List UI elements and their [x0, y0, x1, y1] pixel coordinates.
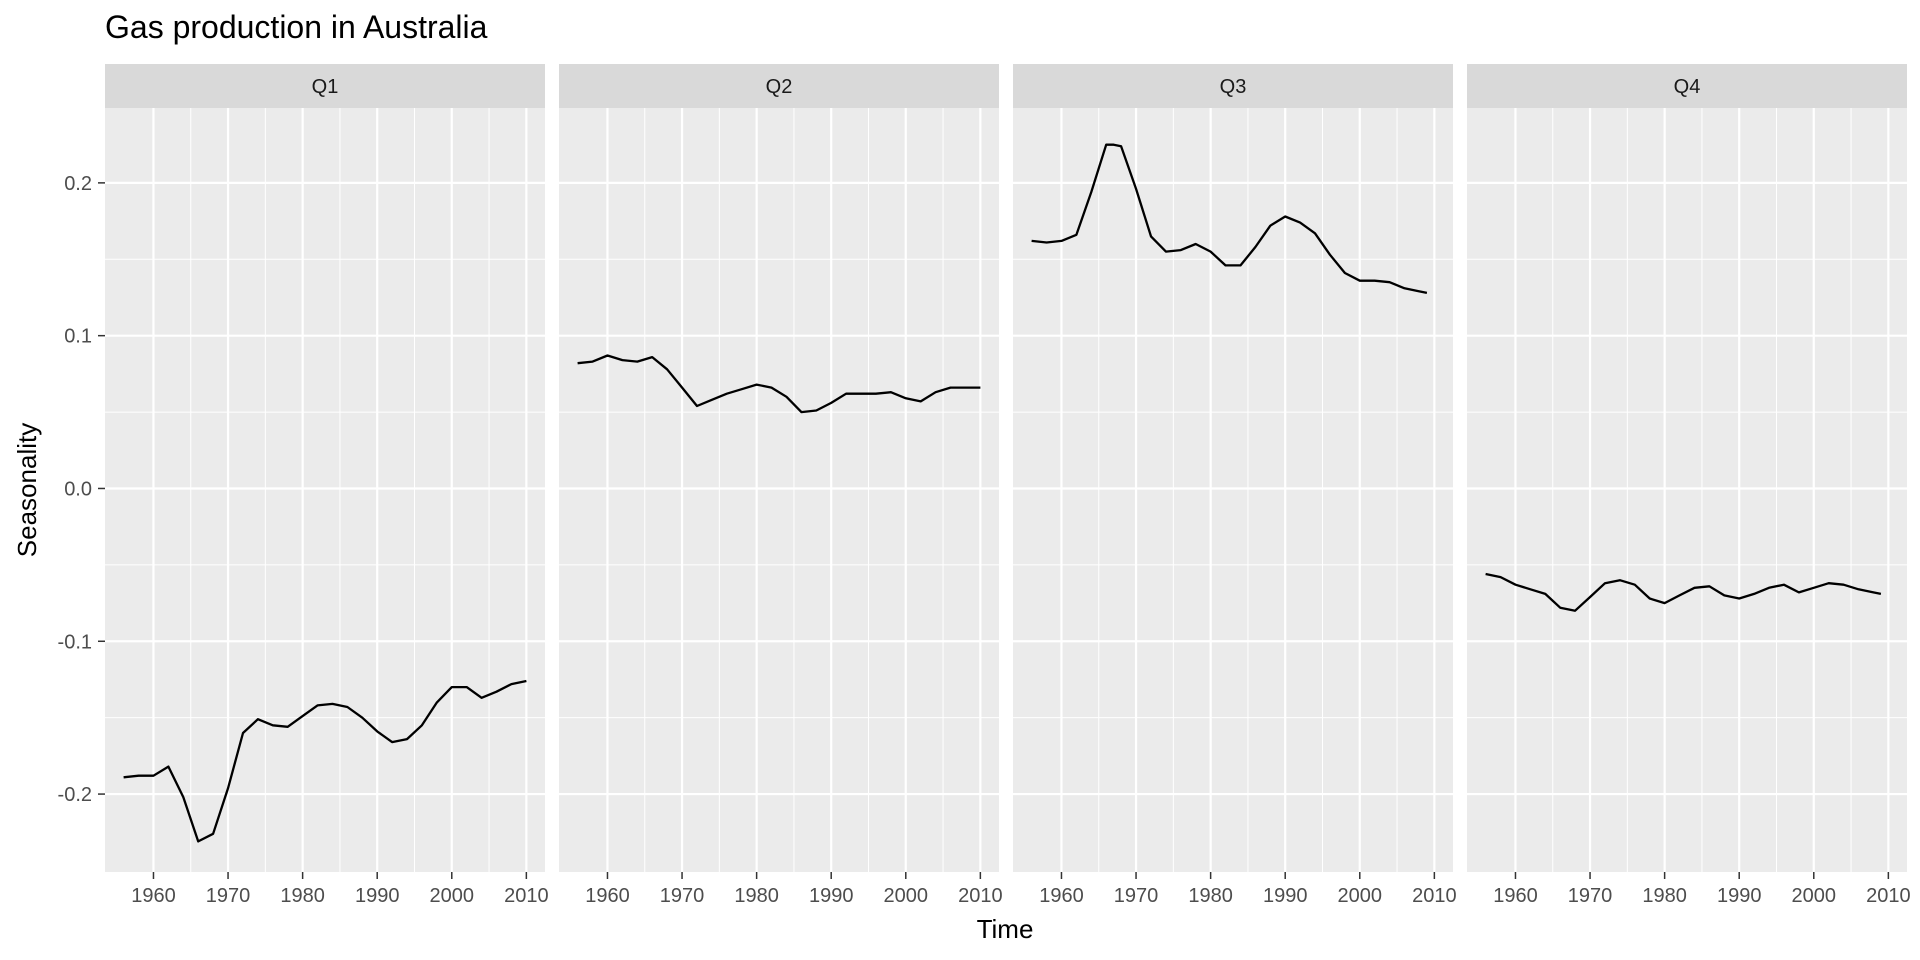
x-tick-label: 2010: [958, 885, 1003, 907]
facet-strip: [105, 64, 545, 108]
x-tick-label: 1960: [1493, 885, 1538, 907]
y-tick-label: 0.2: [64, 173, 92, 195]
panel-background: [1013, 108, 1453, 872]
x-tick-label: 1970: [660, 885, 705, 907]
series-line-q4: [1485, 572, 1882, 612]
x-tick-label: 1990: [1717, 885, 1762, 907]
x-tick-label: 2000: [884, 885, 929, 907]
panel-background: [559, 108, 999, 872]
y-tick-label: 0.1: [64, 326, 92, 348]
series-line-q3: [1031, 143, 1428, 295]
facet-strip-label: Q2: [766, 76, 793, 98]
facet-strip: [1467, 64, 1907, 108]
x-tick-label: 1980: [280, 885, 325, 907]
panel-background: [1467, 108, 1907, 872]
facet-strip-label: Q3: [1220, 76, 1247, 98]
facet-q3: Q3 1960 1970 1980 1990 2000 2010: [1013, 64, 1457, 907]
facet-strip-label: Q4: [1674, 76, 1701, 98]
y-tick-label: -0.1: [58, 631, 92, 653]
y-tick-label: 0.0: [64, 478, 92, 500]
x-tick-label: 1970: [206, 885, 251, 907]
x-tick-label: 1960: [1039, 885, 1084, 907]
facet-strip-label: Q1: [312, 76, 339, 98]
facet-strip: [1013, 64, 1453, 108]
x-tick-label: 1990: [809, 885, 854, 907]
chart-title: Gas production in Australia: [105, 9, 488, 45]
x-tick-label: 1980: [1188, 885, 1233, 907]
facet-strip: [559, 64, 999, 108]
facet-panels: Q1 1960 1970 1980 1990 2000 2010 Q2 1960 1970 1980…: [105, 64, 1911, 907]
x-tick-label: 1980: [734, 885, 779, 907]
y-axis: -0.2 -0.1 0.0 0.1 0.2: [58, 173, 105, 806]
x-tick-label: 1970: [1568, 885, 1613, 907]
x-tick-label: 1980: [1642, 885, 1687, 907]
x-tick-label: 2000: [1792, 885, 1837, 907]
y-tick-label: -0.2: [58, 784, 92, 806]
series-line-q1: [123, 679, 527, 843]
facet-q1: Q1 1960 1970 1980 1990 2000 2010: [105, 64, 549, 907]
x-tick-label: 2010: [1866, 885, 1911, 907]
series-line-q2: [577, 354, 981, 414]
facet-q4: Q4 1960 1970 1980 1990 2000 2010: [1467, 64, 1911, 907]
x-tick-label: 2000: [430, 885, 475, 907]
x-tick-label: 2000: [1338, 885, 1383, 907]
x-tick-label: 1960: [131, 885, 176, 907]
x-tick-label: 1990: [355, 885, 400, 907]
panel-background: [105, 108, 545, 872]
y-axis-title: Seasonality: [12, 423, 42, 557]
x-tick-label: 2010: [504, 885, 549, 907]
x-tick-label: 1970: [1114, 885, 1159, 907]
facet-q2: Q2 1960 1970 1980 1990 2000 2010: [559, 64, 1003, 907]
x-tick-label: 2010: [1412, 885, 1457, 907]
x-axis-title: Time: [977, 914, 1034, 944]
x-tick-label: 1990: [1263, 885, 1308, 907]
x-tick-label: 1960: [585, 885, 630, 907]
